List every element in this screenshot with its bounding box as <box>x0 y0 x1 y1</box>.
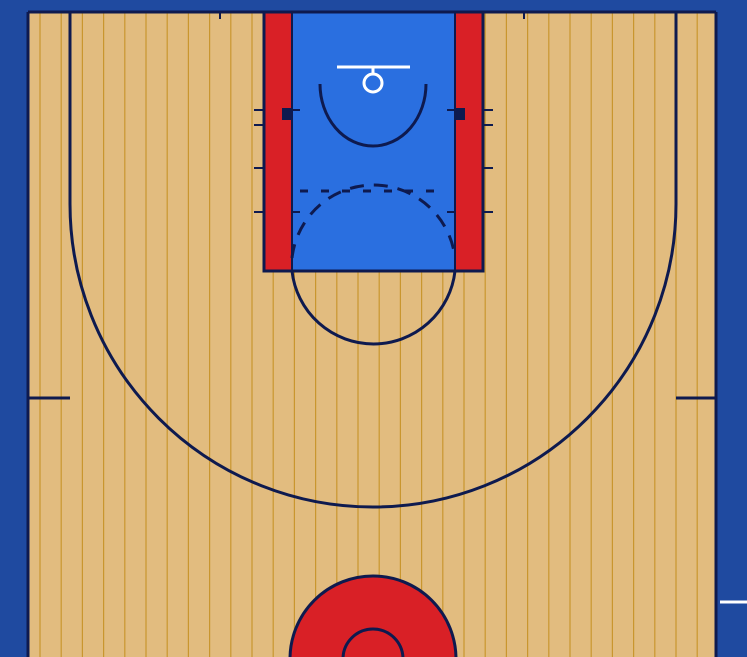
lane-hash-marks-right <box>455 108 493 213</box>
lane-hash-marks-left <box>254 108 292 213</box>
free-throw-circle-dashed <box>290 183 457 259</box>
free-throw-circle-solid <box>290 270 457 346</box>
key-paint <box>292 12 455 271</box>
restricted-area-arc <box>318 83 428 148</box>
center-circle-inner <box>341 627 405 657</box>
center-circle <box>288 574 458 657</box>
hoop-icon <box>362 72 384 94</box>
lane-outline <box>262 10 485 273</box>
floor-planks <box>39 12 698 657</box>
three-point-line <box>68 12 678 509</box>
key-inner-ticks <box>292 109 455 213</box>
